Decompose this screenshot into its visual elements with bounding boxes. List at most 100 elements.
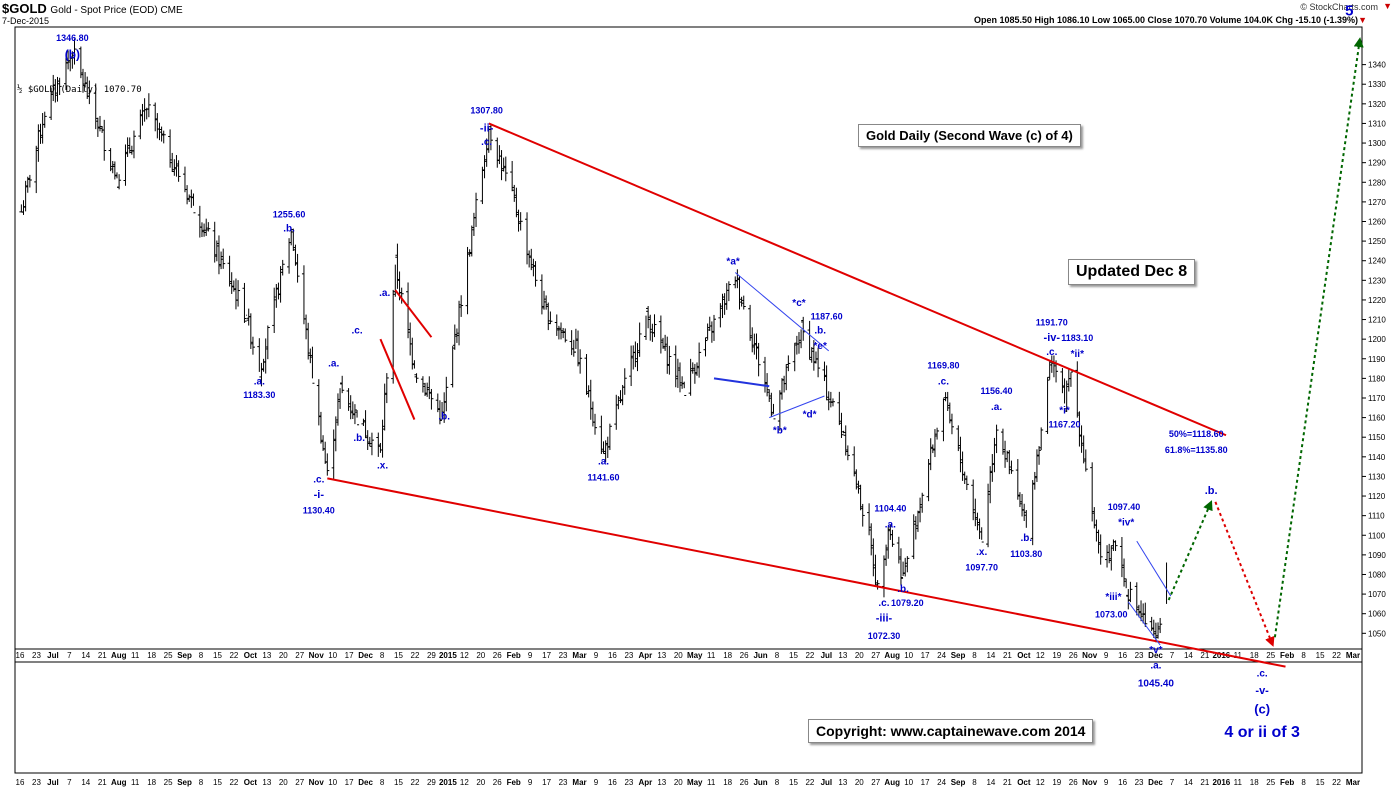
ohlc-bar: [87, 80, 92, 105]
x-tick-label: 18: [147, 651, 156, 660]
series-legend: ½ $GOLD (Daily) 1070.70: [17, 85, 142, 95]
ohlc-bar: [55, 76, 60, 102]
wave-label: *b*: [773, 425, 787, 436]
ohlc-bar: [756, 342, 761, 377]
x-tick-label: Dec: [358, 778, 373, 787]
ohlc-bar: [807, 320, 812, 360]
x-tick-label: 8: [380, 778, 385, 787]
x-tick-label: 16: [608, 651, 617, 660]
wave-label: 5: [1345, 3, 1353, 20]
x-tick-label: 20: [279, 651, 288, 660]
ohlc-bar: [735, 269, 740, 289]
ohlc-bar: [824, 365, 829, 401]
wave-label: .b.: [353, 433, 365, 444]
ohlc-bar: [335, 393, 340, 426]
x-tick-label: 8: [775, 778, 780, 787]
ohlc-bar: [331, 429, 336, 479]
x-tick-label: 16: [16, 778, 25, 787]
ohlc-bar: [697, 342, 702, 378]
wave-labels: 1346.80(b)1307.80-ii-.c.1255.60.b..a.118…: [56, 3, 1353, 742]
ohlc-bar: [172, 159, 177, 176]
x-tick-label: Oct: [1017, 778, 1031, 787]
wave-label: .b.: [897, 584, 909, 595]
x-tick-label: 22: [229, 778, 238, 787]
ohlc-bar: [1015, 459, 1020, 500]
ohlc-bar: [518, 212, 523, 231]
ohlc-bar: [206, 222, 211, 232]
ohlc-bar: [304, 314, 309, 340]
wave-label: .b.: [814, 325, 826, 336]
ohlc-bar: [554, 314, 559, 336]
x-tick-label: 13: [657, 651, 666, 660]
y-tick-label: 1060: [1368, 610, 1386, 619]
x-tick-label: Aug: [111, 651, 127, 660]
x-tick-label: 11: [1234, 651, 1243, 660]
ohlc-bar: [495, 137, 500, 168]
x-tick-label: 20: [279, 778, 288, 787]
brand-label[interactable]: © StockCharts.com: [1300, 2, 1378, 12]
wave-label: 1072.30: [868, 631, 901, 641]
y-tick-label: 1050: [1368, 629, 1386, 638]
x-tick-label: 20: [855, 651, 864, 660]
ohlc-bar: [1122, 558, 1127, 587]
copyright-box: Copyright: www.captainewave.com 2014: [808, 719, 1094, 743]
ohlc-bar: [144, 107, 149, 120]
ohlc-bar: [352, 404, 357, 425]
wave-label: *i*: [1059, 406, 1070, 417]
y-tick-label: 1310: [1368, 119, 1386, 128]
ohlc-bar: [182, 166, 187, 193]
ohlc-bar: [49, 87, 54, 121]
x-tick-label: 7: [1170, 778, 1175, 787]
x-tick-label: 10: [328, 651, 337, 660]
ohlc-bar: [414, 373, 419, 383]
wave-label: 1255.60: [273, 210, 306, 220]
ohlc-bar: [365, 430, 370, 451]
ohlc-bar: [525, 212, 530, 265]
x-tick-label: 23: [1135, 778, 1144, 787]
x-tick-label: 27: [295, 778, 304, 787]
wave-label: *a*: [726, 257, 739, 268]
wave-label: 1191.70: [1036, 317, 1068, 327]
ohlc-bar: [176, 160, 181, 182]
x-tick-label: 22: [411, 651, 420, 660]
ohlc-bar: [323, 441, 328, 464]
ohlc-bar: [813, 351, 818, 364]
ohlc-bar: [539, 274, 544, 315]
ohlc-bar: [975, 512, 980, 531]
ohlc-bar: [661, 337, 666, 349]
ohlc-bar: [93, 83, 98, 130]
ohlc-bar: [845, 445, 850, 461]
ohlc-bar: [705, 323, 710, 340]
wave-label: .a.: [885, 519, 896, 530]
ohlc-bar: [614, 394, 619, 430]
wave-label: 1346.80: [56, 33, 89, 43]
x-tick-label: Oct: [244, 778, 258, 787]
x-tick-label: 2016: [1212, 778, 1230, 787]
ohlc-bar: [652, 314, 657, 338]
x-tick-label: Jul: [47, 778, 59, 787]
ohlc-bar: [355, 410, 360, 426]
ohlc-bar: [482, 155, 487, 179]
ohlc-bar: [926, 459, 931, 502]
x-tick-label: 15: [789, 651, 798, 660]
ohlc-bar: [607, 423, 612, 451]
ohlc-bar: [799, 321, 804, 349]
x-tick-label: 9: [594, 778, 599, 787]
ohlc-bar: [724, 283, 729, 310]
ohlc-bar: [601, 441, 606, 454]
ohlc-readout: Open 1085.50 High 1086.10 Low 1065.00 Cl…: [973, 15, 1358, 25]
blue-segment: [713, 377, 770, 388]
ohlc-bar: [792, 342, 797, 372]
x-tick-label: Jul: [47, 651, 59, 660]
ohlc-bar: [648, 314, 653, 341]
x-tick-label: 12: [1036, 651, 1045, 660]
ohlc-bar: [57, 77, 62, 96]
x-tick-label: 15: [789, 778, 798, 787]
ohlc-bar: [51, 74, 56, 102]
ohlc-bar: [971, 479, 976, 521]
wave-label: .c.: [938, 376, 949, 387]
price-panel-frame: [14, 26, 1363, 663]
x-tick-label: 17: [921, 778, 930, 787]
projection-arrow-up: [1167, 500, 1213, 601]
ohlc-bar: [306, 322, 311, 360]
